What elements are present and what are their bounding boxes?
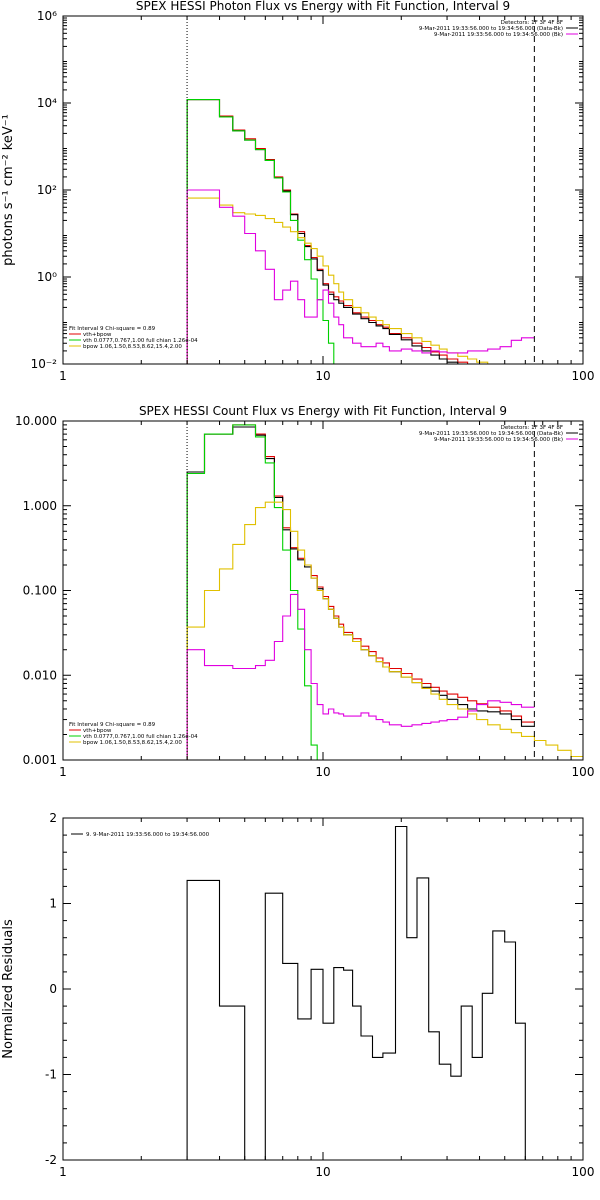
legend-entry: 9. 9-Mar-2011 19:33:56.000 to 19:34:56.0… [86,832,210,838]
legend-top-right: Detectors: 1F 3F 4F 8F9-Mar-2011 19:33:5… [419,20,578,38]
panel-count_flux: SPEX HESSI Count Flux vs Energy with Fit… [15,404,595,779]
legend-entry: vth+bpow [83,332,112,338]
y-tick-label: -1 [45,1068,57,1082]
y-tick-label: 0.001 [23,753,57,767]
series-total [186,99,469,364]
y-axis-label: photons s⁻¹ cm⁻² keV⁻¹ [1,114,16,266]
legend-entry: Fit Interval 9 Chi-square = 0.89 [69,722,156,728]
y-tick-label: 2 [49,811,57,825]
y-tick-label: 0.100 [23,584,57,598]
legend-top-left: 9. 9-Mar-2011 19:33:56.000 to 19:34:56.0… [71,832,210,838]
legend-entry: 9-Mar-2011 19:33:56.000 to 19:34:56.000 … [419,431,563,437]
series-total [186,426,535,760]
y-tick-label: 0.010 [23,668,57,682]
x-tick-label: 1 [59,765,67,779]
y-axis-label: Normalized Residuals [1,919,16,1059]
y-tick-label: 10.000 [15,414,57,428]
series-model [186,424,535,760]
legend-entry: Detectors: 1F 3F 4F 8F [501,20,563,26]
legend-entry: bpow 1.06,1.50,8.53,8.62,15.4,2.00 [83,740,182,746]
x-tick-label: 1 [59,1165,67,1179]
panel-residuals: 1 10 100 -2 -1 0 1 2 Normalized Residuals 9. 9-Ma… [1,811,594,1179]
y-tick-label: 10⁶ [37,9,57,23]
legend-entry: Detectors: 1F 3F 4F 8F [501,425,563,431]
x-tick-label: 10 [315,1165,330,1179]
legend-entry: Fit Interval 9 Chi-square = 0.89 [69,326,156,332]
chart-title: SPEX HESSI Count Flux vs Energy with Fit… [139,404,507,418]
legend-entry: 9-Mar-2011 19:33:56.000 to 19:34:56.000 … [434,32,563,38]
legend-bottom-left: Fit Interval 9 Chi-square = 0.89vth+bpow… [69,326,198,350]
legend-entry: 9-Mar-2011 19:33:56.000 to 19:34:56.000 … [419,26,563,32]
series-group [186,99,535,364]
legend-entry: 9-Mar-2011 19:33:56.000 to 19:34:56.000 … [434,437,563,443]
legend-bottom-left: Fit Interval 9 Chi-square = 0.89vth+bpow… [69,722,198,746]
panel-photon_flux: SPEX HESSI Photon Flux vs Energy with Fi… [1,0,595,383]
y-tick-label: 10⁰ [37,270,57,284]
y-tick-label: 10⁻² [31,357,58,371]
series-group [186,424,583,760]
y-tick-label: 10⁴ [37,96,57,110]
y-tick-label: 1 [49,897,57,911]
legend-entry: bpow 1.06,1.50,8.53,8.62,15.4,2.00 [83,344,182,350]
series-bkg [186,189,535,364]
x-tick-label: 10 [315,765,330,779]
series-model [186,99,478,364]
y-tick-label: 10² [37,183,57,197]
y-tick-label: 1.000 [23,499,57,513]
legend-entry: vth+bpow [83,728,112,734]
y-tick-label: 0 [49,982,57,996]
series-bpow [186,501,583,760]
series-bkg [186,593,535,760]
series-group [186,825,535,1160]
legend-entry: vth 0.0777,0.767,1.00 full chian 1.26e-0… [83,338,198,344]
x-tick-label: 10 [315,369,330,383]
legend-entry: vth 0.0777,0.767,1.00 full chian 1.26e-0… [83,734,198,740]
x-tick-label: 100 [572,1165,595,1179]
series-vth [186,99,340,364]
series-vth [186,424,318,760]
series-bpow [186,197,489,364]
x-tick-label: 100 [572,765,595,779]
x-tick-label: 100 [572,369,595,383]
legend-top-right: Detectors: 1F 3F 4F 8F9-Mar-2011 19:33:5… [419,425,578,443]
y-tick-label: -2 [45,1153,57,1167]
chart-title: SPEX HESSI Photon Flux vs Energy with Fi… [136,0,510,13]
x-tick-label: 1 [59,369,67,383]
series-total [186,825,535,1160]
